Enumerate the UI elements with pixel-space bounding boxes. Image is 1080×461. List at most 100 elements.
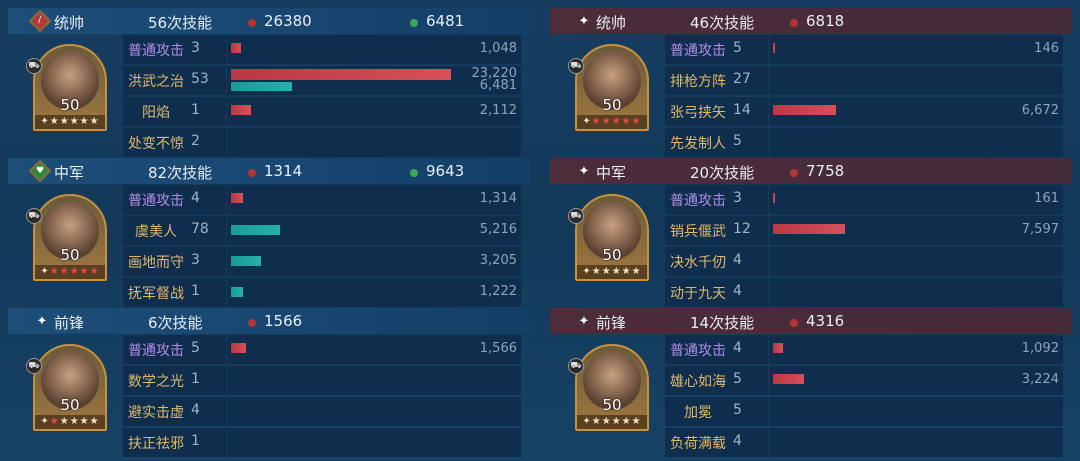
divider — [226, 335, 227, 364]
skill-row: 阳焰 1 2,112 — [123, 97, 521, 126]
star-icon: ★ — [601, 116, 612, 127]
skill-uses: 5 — [191, 340, 200, 356]
divider — [768, 366, 769, 395]
damage-bar — [773, 374, 804, 384]
total-heal: 9643 — [410, 162, 464, 180]
ally-side: / 统帅 56次技能 26380 6481 50 ✦★★★★★ ⛟ 普通攻击 3… — [0, 0, 530, 461]
skill-uses: 3 — [191, 252, 200, 268]
skill-uses: 53 — [191, 71, 209, 87]
damage-amount: 3,224 — [1021, 372, 1059, 387]
total-damage: 7758 — [790, 162, 844, 180]
heal-bar — [231, 82, 293, 91]
role-label: 前锋 — [54, 314, 85, 332]
avatar — [41, 52, 99, 110]
skill-row: 张弓挟矢 14 6,672 — [665, 97, 1063, 126]
skill-list: 普通攻击 4 1,314 虞美人 78 5,216 画地而守 3 3, — [123, 185, 521, 309]
damage-dot-icon — [248, 319, 256, 327]
general-card[interactable]: ✦ 前锋 6次技能 1566 50 ✦★★★★★ ⛟ 普通攻击 5 1,566 … — [0, 300, 530, 457]
divider — [768, 247, 769, 276]
general-card[interactable]: ♥ 中军 82次技能 1314 9643 50 ✦★★★★★ ⛟ 普通攻击 4 … — [0, 150, 530, 307]
star-icon: ★ — [49, 266, 60, 277]
damage-dot-icon — [248, 169, 256, 177]
general-card[interactable]: / 统帅 56次技能 26380 6481 50 ✦★★★★★ ⛟ 普通攻击 3… — [0, 0, 530, 157]
divider — [768, 128, 769, 157]
role-label: 中军 — [54, 164, 85, 182]
damage-value: 6818 — [806, 12, 845, 30]
skill-name: 先发制人 — [670, 136, 726, 152]
divider — [768, 35, 769, 64]
divider — [226, 216, 227, 245]
star-rating: ✦★★★★★ — [577, 265, 647, 279]
skill-uses: 4 — [191, 190, 200, 206]
damage-dot-icon — [790, 169, 798, 177]
divider — [226, 185, 227, 214]
divider — [768, 185, 769, 214]
skill-count: 46次技能 — [690, 14, 755, 32]
general-portrait[interactable]: 50 ✦★★★★★ — [575, 194, 649, 281]
general-card[interactable]: ✦ 前锋 14次技能 4316 50 ✦★★★★★ ⛟ 普通攻击 4 1,092… — [542, 300, 1072, 457]
skill-uses: 1 — [191, 371, 200, 387]
skill-row: 决水千仞 4 — [665, 247, 1063, 276]
star-icon: ★ — [89, 116, 100, 127]
star-icon: ★ — [79, 266, 90, 277]
general-portrait[interactable]: 50 ✦★★★★★ — [33, 344, 107, 431]
skill-name: 雄心如海 — [670, 374, 726, 390]
star-icon: ★ — [79, 416, 90, 427]
divider — [226, 35, 227, 64]
awaken-icon: ✦ — [582, 416, 592, 427]
damage-amount: 1,314 — [479, 191, 517, 206]
general-portrait[interactable]: 50 ✦★★★★★ — [33, 194, 107, 281]
general-card[interactable]: ✦ 中军 20次技能 7758 50 ✦★★★★★ ⛟ 普通攻击 3 161 销… — [542, 150, 1072, 307]
general-header: ✦ 中军 20次技能 7758 — [550, 158, 1072, 184]
heal-bar — [231, 256, 262, 266]
divider — [768, 216, 769, 245]
damage-amount: 1,092 — [1021, 341, 1059, 356]
divider — [226, 247, 227, 276]
damage-bar — [231, 43, 241, 53]
avatar — [41, 352, 99, 410]
skill-row: 负荷满载 4 — [665, 428, 1063, 457]
skill-uses: 27 — [733, 71, 751, 87]
skill-count: 6次技能 — [148, 314, 203, 332]
skill-name: 扶正祛邪 — [128, 436, 184, 452]
role-label: 统帅 — [596, 14, 627, 32]
skill-row: 普通攻击 4 1,092 — [665, 335, 1063, 364]
skill-count: 82次技能 — [148, 164, 213, 182]
level: 50 — [60, 396, 80, 414]
star-rating: ✦★★★★★ — [35, 265, 105, 279]
star-icon: ★ — [49, 416, 60, 427]
skill-row: 普通攻击 3 161 — [665, 185, 1063, 214]
general-portrait[interactable]: 50 ✦★★★★★ — [575, 344, 649, 431]
general-card[interactable]: ✦ 统帅 46次技能 6818 50 ✦★★★★★ ⛟ 普通攻击 5 146 排… — [542, 0, 1072, 157]
star-icon: ★ — [59, 266, 70, 277]
skill-uses: 2 — [191, 133, 200, 149]
skill-name: 普通攻击 — [128, 43, 184, 59]
star-rating: ✦★★★★★ — [35, 115, 105, 129]
skill-row: 扶正祛邪 1 — [123, 428, 521, 457]
heal-dot-icon — [410, 19, 418, 27]
avatar — [583, 202, 641, 260]
skill-row: 虞美人 78 5,216 — [123, 216, 521, 245]
skill-name: 动于九天 — [670, 286, 726, 302]
skill-uses: 78 — [191, 221, 209, 237]
skill-name: 洪武之治 — [128, 74, 184, 90]
skill-uses: 14 — [733, 102, 751, 118]
general-portrait[interactable]: 50 ✦★★★★★ — [33, 44, 107, 131]
damage-amount: 23,220 — [471, 66, 518, 81]
total-damage: 1566 — [248, 312, 302, 330]
star-icon: ★ — [89, 416, 100, 427]
skill-uses: 12 — [733, 221, 751, 237]
star-icon: ★ — [49, 116, 60, 127]
skill-row: 销兵偃武 12 7,597 — [665, 216, 1063, 245]
star-icon: ★ — [79, 116, 90, 127]
star-icon: ★ — [59, 416, 70, 427]
total-damage: 26380 — [248, 12, 312, 30]
damage-bar — [231, 69, 451, 80]
skill-uses: 4 — [191, 402, 200, 418]
skill-row: 普通攻击 5 1,566 — [123, 335, 521, 364]
skill-uses: 5 — [733, 40, 742, 56]
skill-uses: 5 — [733, 402, 742, 418]
general-portrait[interactable]: 50 ✦★★★★★ — [575, 44, 649, 131]
damage-value: 1314 — [264, 162, 303, 180]
skill-row: 加冕 5 — [665, 397, 1063, 426]
